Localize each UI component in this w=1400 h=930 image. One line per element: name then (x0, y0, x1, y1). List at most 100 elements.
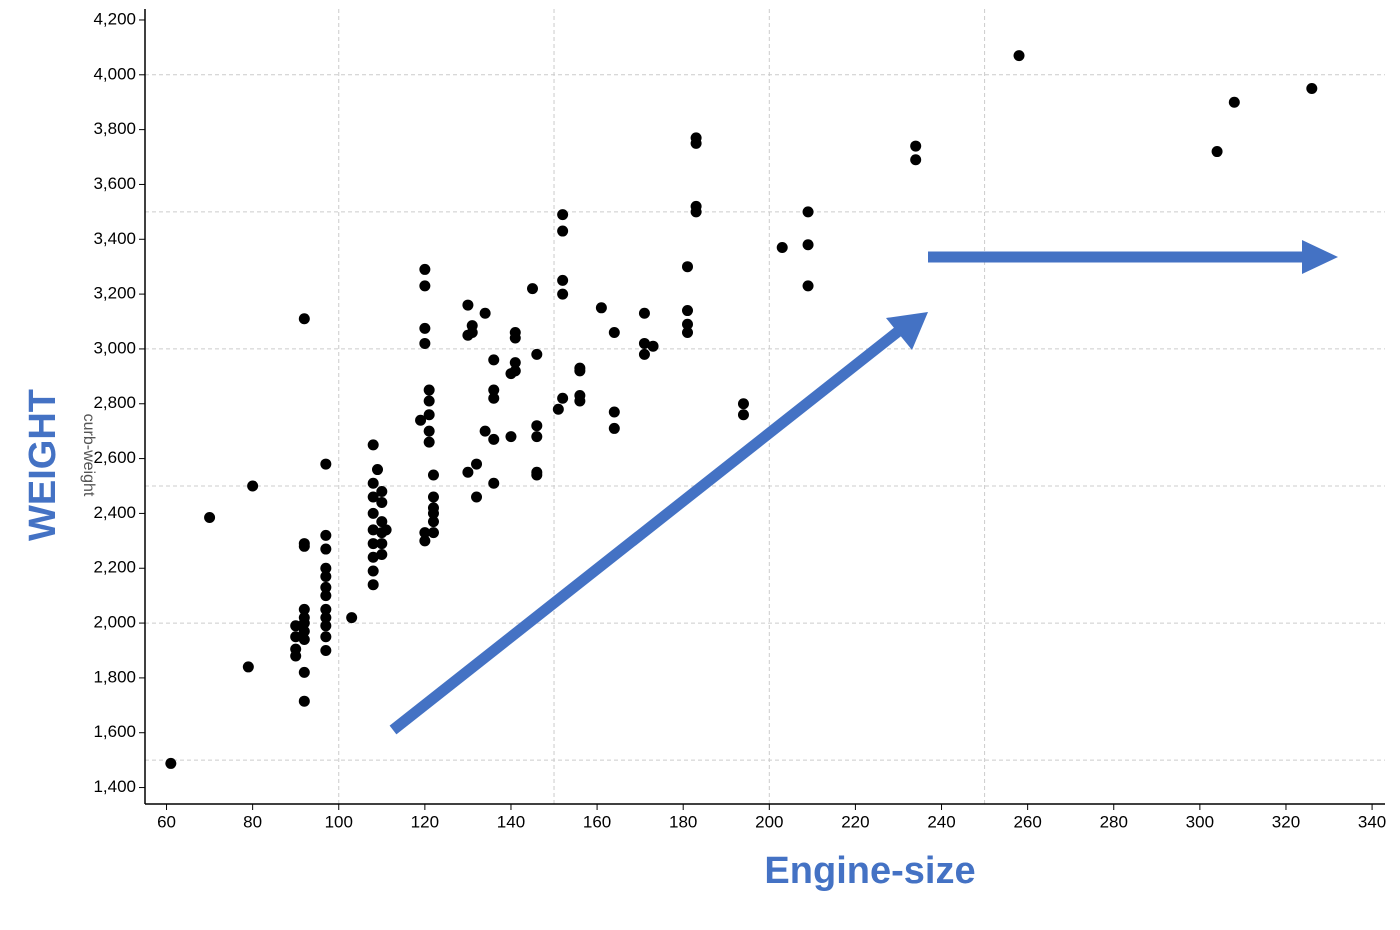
point (320, 543, 332, 555)
x-tick-label: 80 (243, 812, 262, 831)
point (320, 581, 332, 593)
point (531, 469, 543, 481)
point (682, 261, 693, 273)
point (1228, 96, 1240, 108)
point (320, 631, 332, 643)
point (298, 695, 310, 707)
x-tick-label: 280 (1100, 812, 1128, 831)
point (247, 480, 259, 492)
point (1211, 146, 1223, 158)
y-tick-label: 1,800 (93, 667, 136, 686)
point (479, 307, 491, 319)
y-tick-label: 1,600 (93, 722, 136, 741)
point (320, 570, 332, 582)
point (423, 384, 435, 396)
point (488, 384, 500, 396)
point (423, 425, 435, 437)
point (488, 477, 500, 489)
point (419, 280, 431, 292)
point (376, 485, 388, 497)
point (638, 348, 650, 360)
x-tick-label: 60 (157, 812, 176, 831)
y-axis-label: WEIGHT (22, 389, 64, 541)
point (608, 406, 620, 418)
point (376, 496, 388, 508)
point (290, 620, 302, 632)
point (737, 409, 749, 421)
arrow-head (886, 312, 928, 350)
point (557, 392, 569, 404)
point (910, 154, 922, 166)
point (737, 398, 749, 410)
faint-axis-label: curb-weight (80, 414, 97, 497)
y-tick-label: 2,000 (93, 613, 136, 632)
point (376, 538, 388, 550)
point (557, 225, 569, 237)
point (423, 409, 435, 421)
point (320, 562, 332, 574)
trend-arrow (389, 325, 904, 735)
point (367, 579, 379, 591)
x-tick-label: 220 (841, 812, 869, 831)
point (419, 527, 431, 539)
x-tick-label: 140 (497, 812, 525, 831)
x-tick-label: 320 (1272, 812, 1300, 831)
point (242, 661, 254, 673)
point (320, 458, 332, 470)
point (165, 757, 177, 769)
point (462, 466, 474, 478)
x-tick-label: 100 (325, 812, 353, 831)
point (557, 288, 569, 300)
point (376, 549, 388, 561)
point (802, 206, 814, 218)
point (471, 458, 483, 470)
y-tick-label: 1,400 (93, 777, 136, 796)
point (608, 326, 620, 338)
point (290, 631, 302, 643)
y-tick-label: 3,200 (93, 284, 136, 303)
point (419, 337, 431, 349)
point (367, 491, 379, 503)
point (298, 313, 310, 325)
plot: 1,400 1,600 1,800 2,000 2,200 2,400 2,600 2,800… (93, 9, 1386, 831)
point (367, 477, 379, 489)
y-tick-label: 2,400 (93, 503, 136, 522)
point (531, 431, 543, 443)
x-axis-label: Engine-size (764, 850, 975, 892)
point (415, 414, 427, 426)
point (1013, 50, 1025, 62)
point (488, 392, 500, 404)
point (509, 332, 521, 344)
x-tick-label: 240 (927, 812, 955, 831)
point (802, 239, 814, 251)
x-tick-label: 260 (1013, 812, 1041, 831)
point (552, 403, 564, 415)
point (574, 365, 586, 377)
y-tick-label: 2,200 (93, 558, 136, 577)
point (419, 322, 431, 334)
x-tick-label: 340 (1358, 812, 1386, 831)
point (776, 242, 788, 253)
point (488, 433, 500, 445)
point (682, 305, 693, 317)
point (320, 620, 332, 632)
x-tick-label: 200 (755, 812, 783, 831)
x-tick-label: 120 (411, 812, 439, 831)
point (290, 650, 302, 662)
point (595, 302, 607, 314)
point (346, 612, 358, 624)
point (367, 538, 379, 550)
point (367, 507, 379, 519)
point (376, 516, 388, 528)
point (204, 512, 216, 524)
point (298, 625, 310, 637)
point (298, 617, 310, 629)
point (423, 436, 435, 448)
point (320, 644, 332, 656)
point (419, 263, 431, 275)
point (471, 491, 483, 503)
y-tick-label: 2,800 (93, 393, 136, 412)
point (690, 206, 702, 218)
point (320, 590, 332, 602)
